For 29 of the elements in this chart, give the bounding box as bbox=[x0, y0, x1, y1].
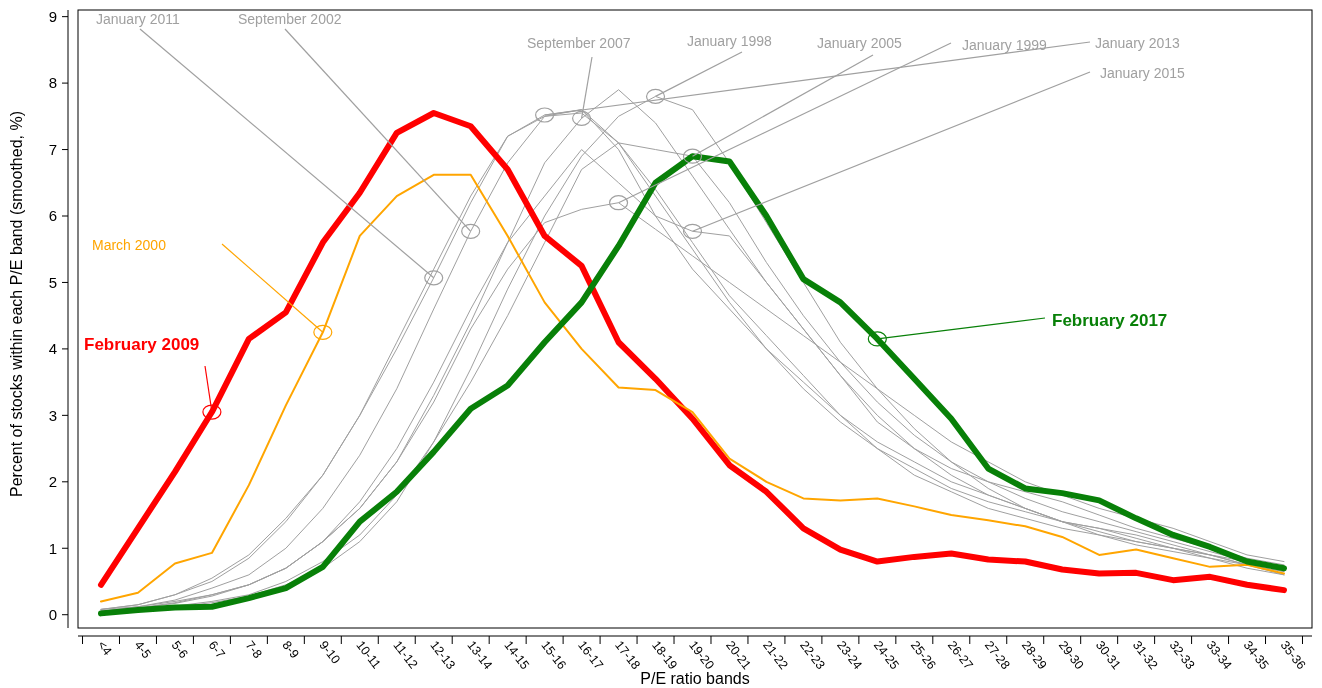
text: September 2007 bbox=[527, 35, 631, 51]
text: January 2013 bbox=[1095, 35, 1181, 51]
x-tick-label: 4-5 bbox=[131, 638, 154, 662]
y-tick-label: 0 bbox=[48, 605, 57, 623]
y-tick-label: 2 bbox=[48, 473, 57, 491]
x-tick-label: 6-7 bbox=[205, 638, 228, 662]
text: February 2017 bbox=[1052, 311, 1168, 330]
text: January 1999 bbox=[962, 37, 1048, 53]
text: February 2009 bbox=[84, 335, 200, 354]
y-tick-label: 5 bbox=[48, 273, 57, 291]
y-tick-label: 3 bbox=[48, 406, 57, 424]
x-tick-label: 5-6 bbox=[168, 638, 191, 662]
y-tick-label: 6 bbox=[48, 207, 57, 225]
y-tick-label: 7 bbox=[48, 140, 57, 158]
x-axis-title: P/E ratio bands bbox=[640, 670, 750, 687]
x-tick-label: 7-8 bbox=[242, 638, 265, 662]
y-tick-label: 1 bbox=[48, 539, 57, 557]
y-tick-label: 9 bbox=[48, 7, 57, 25]
text: January 1998 bbox=[687, 33, 773, 49]
y-tick-label: 4 bbox=[48, 340, 57, 358]
x-tick-label: 8-9 bbox=[279, 638, 302, 662]
y-tick-label: 8 bbox=[48, 74, 57, 92]
text: January 2011 bbox=[96, 11, 181, 27]
text: March 2000 bbox=[92, 237, 167, 253]
text: September 2002 bbox=[238, 11, 342, 27]
x-tick-label: <4 bbox=[94, 638, 115, 659]
y-axis-title: Percent of stocks within each P/E band (smoothed, %) bbox=[8, 111, 25, 497]
text: January 2005 bbox=[817, 35, 903, 51]
text: January 2015 bbox=[1100, 65, 1186, 81]
